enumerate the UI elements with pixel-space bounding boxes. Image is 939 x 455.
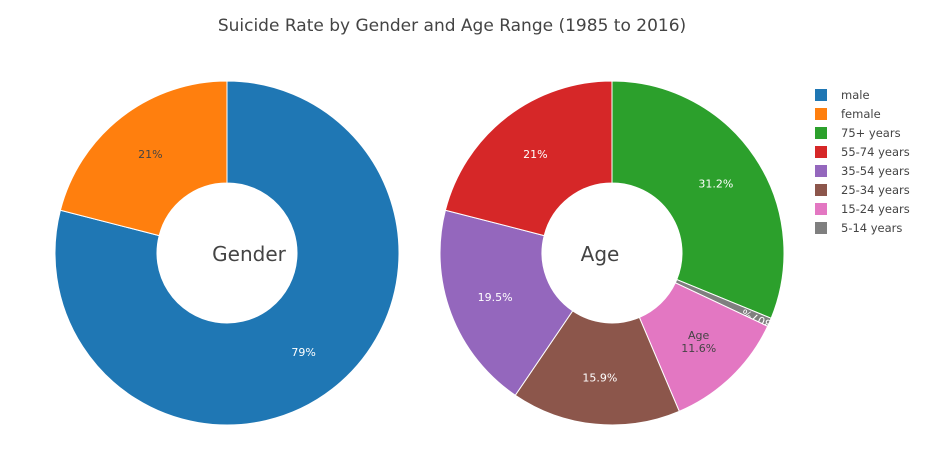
- legend-swatch-male[interactable]: [815, 89, 827, 101]
- gender-center-label: Gender: [212, 242, 286, 266]
- slice-percent: 11.6%: [681, 342, 716, 355]
- legend-label-male[interactable]: male: [841, 88, 870, 102]
- slice-label-55-74-years: 21%: [523, 148, 547, 161]
- slice-55-74-years[interactable]: [444, 80, 613, 237]
- legend-swatch-35-54-years[interactable]: [815, 165, 827, 177]
- legend: male female 75+ years 55-74 years 35-54 year…: [815, 88, 910, 235]
- legend-swatch-75-years[interactable]: [815, 127, 827, 139]
- legend-swatch-5-14-years[interactable]: [815, 222, 827, 234]
- gender-donut: 79% 21%: [54, 80, 400, 426]
- slice-hover-name: Age: [688, 329, 710, 342]
- legend-label-25-34-years[interactable]: 25-34 years: [841, 183, 910, 197]
- slice-female[interactable]: [59, 80, 228, 237]
- legend-label-35-54-years[interactable]: 35-54 years: [841, 164, 910, 178]
- legend-label-75-years[interactable]: 75+ years: [841, 126, 901, 140]
- slice-75-years[interactable]: [611, 80, 785, 319]
- legend-swatch-25-34-years[interactable]: [815, 184, 827, 196]
- legend-label-5-14-years[interactable]: 5-14 years: [841, 221, 902, 235]
- chart-title: Suicide Rate by Gender and Age Range (19…: [218, 16, 686, 36]
- slice-25-34-years[interactable]: [514, 310, 680, 426]
- slice-label-25-34-years: 15.9%: [582, 371, 617, 384]
- slice-label-female: 21%: [138, 148, 162, 161]
- legend-label-15-24-years[interactable]: 15-24 years: [841, 202, 910, 216]
- legend-label-female[interactable]: female: [841, 107, 881, 121]
- legend-swatch-15-24-years[interactable]: [815, 203, 827, 215]
- legend-swatch-female[interactable]: [815, 108, 827, 120]
- legend-swatch-55-74-years[interactable]: [815, 146, 827, 158]
- slice-label-75-years: 31.2%: [698, 177, 733, 190]
- age-donut: 31.2%0.807%Age 11.6%15.9%19.5%21%: [439, 80, 785, 426]
- age-center-label: Age: [581, 242, 620, 266]
- slice-male[interactable]: [54, 80, 400, 426]
- slice-label-35-54-years: 19.5%: [478, 291, 513, 304]
- slice-35-54-years[interactable]: [439, 209, 574, 396]
- slice-label-15-24-years: Age 11.6%: [681, 329, 716, 355]
- slice-label-male: 79%: [291, 346, 315, 359]
- legend-label-55-74-years[interactable]: 55-74 years: [841, 145, 910, 159]
